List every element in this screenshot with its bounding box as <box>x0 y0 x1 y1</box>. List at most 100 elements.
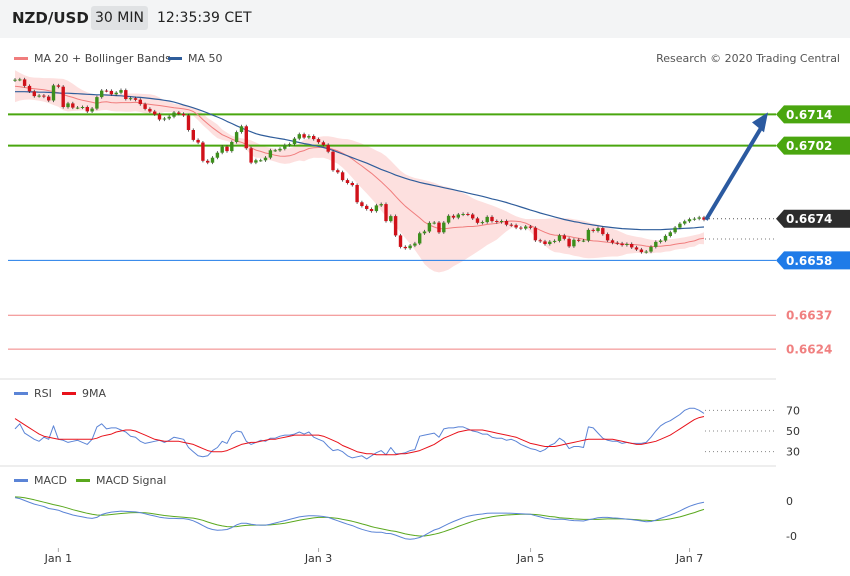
candle-body <box>499 221 504 222</box>
candle-body <box>104 90 109 92</box>
candle-body <box>162 118 167 120</box>
candle-body <box>340 172 345 181</box>
candle-body <box>278 148 282 151</box>
candle-body <box>186 115 191 130</box>
candle-body <box>408 245 412 249</box>
legend-swatch-ma20 <box>14 56 28 60</box>
candle-body <box>177 112 181 114</box>
price-tag-label: 0.6702 <box>786 139 832 153</box>
candle-body <box>538 240 542 242</box>
legend-swatch-macd-signal <box>76 478 90 482</box>
candle-body <box>620 243 624 246</box>
legend-swatch-9ma <box>62 391 76 395</box>
legend-swatch-macd <box>14 478 28 482</box>
candle-body <box>201 142 205 161</box>
legend-label-macd: MACD <box>34 474 67 487</box>
candle-body <box>393 216 398 236</box>
candle-body <box>71 103 75 108</box>
candle-body <box>292 138 297 145</box>
rsi-9ma-line <box>14 416 705 456</box>
candle-body <box>702 217 706 220</box>
candle-body <box>418 233 422 244</box>
candle-body <box>225 146 229 152</box>
candle-body <box>446 215 451 223</box>
candle-body <box>697 217 701 219</box>
macd-line <box>14 497 705 540</box>
candle-body <box>85 107 89 112</box>
candle-body <box>663 235 668 241</box>
candle-body <box>615 242 619 244</box>
candle-body <box>75 107 80 109</box>
legend-ma50: MA 50 <box>168 52 223 65</box>
candle-body <box>413 243 417 246</box>
candle-body <box>345 180 350 183</box>
candle-body <box>389 216 393 222</box>
price-tag-label: 0.6637 <box>786 309 832 323</box>
candle-body <box>461 214 465 215</box>
candle-body <box>678 223 682 228</box>
candle-body <box>630 244 634 248</box>
candle-body <box>658 240 663 242</box>
rsi-line <box>14 407 705 460</box>
legend-9ma: 9MA <box>62 387 106 400</box>
candle-body <box>514 225 518 228</box>
candle-body <box>124 90 128 99</box>
candle-body <box>114 92 118 95</box>
candle-body <box>379 204 383 206</box>
candle-body <box>95 97 99 109</box>
candle-body <box>557 235 562 241</box>
candle-body <box>37 95 41 97</box>
candle-body <box>586 229 591 241</box>
candle-body <box>365 205 369 209</box>
candle-body <box>191 130 195 140</box>
candle-body <box>254 160 258 163</box>
candle-body <box>273 150 277 152</box>
candle-body <box>528 226 533 228</box>
candle-body <box>533 227 538 241</box>
candle-body <box>350 183 354 186</box>
x-tick-label: Jan 3 <box>304 552 332 565</box>
forecast-arrow-shaft <box>704 125 764 221</box>
candle-body <box>398 235 403 247</box>
candle-body <box>210 157 215 163</box>
candle-body <box>133 98 138 100</box>
candle-body <box>591 229 595 231</box>
candle-body <box>437 222 441 233</box>
price-tag-label: 0.6714 <box>786 108 832 122</box>
candle-body <box>384 204 388 222</box>
candle-body <box>485 216 489 223</box>
candle-body <box>504 221 509 225</box>
x-tick-label: Jan 7 <box>675 552 703 565</box>
candle-body <box>422 231 427 234</box>
x-tick-label: Jan 1 <box>44 552 72 565</box>
candle-body <box>490 216 494 222</box>
legend-macd: MACD <box>14 474 67 487</box>
legend-label-ma20: MA 20 + Bollinger Bands <box>34 52 171 65</box>
legend-swatch-rsi <box>14 391 28 395</box>
candle-body <box>552 240 557 242</box>
candle-body <box>153 111 157 115</box>
candle-body <box>239 126 244 132</box>
candle-body <box>687 219 692 222</box>
candle-body <box>634 247 639 250</box>
macd-signal-line <box>14 496 705 537</box>
candle-body <box>673 227 677 233</box>
candle-body <box>27 85 32 92</box>
candle-body <box>326 144 330 152</box>
price-tag-label: 0.6624 <box>786 343 832 357</box>
candle-body <box>268 150 273 158</box>
candle-body <box>13 79 17 81</box>
candle-body <box>374 205 379 212</box>
candle-body <box>432 222 436 224</box>
candle-body <box>66 103 70 108</box>
candle-body <box>316 139 321 143</box>
x-tick-label: Jan 5 <box>516 552 544 565</box>
candle-body <box>668 232 672 236</box>
candle-body <box>230 142 234 152</box>
candle-body <box>128 98 133 100</box>
candle-body <box>167 116 171 119</box>
candle-body <box>572 239 576 247</box>
candle-body <box>206 160 210 163</box>
timeframe-button[interactable]: 30 MIN <box>91 6 148 30</box>
